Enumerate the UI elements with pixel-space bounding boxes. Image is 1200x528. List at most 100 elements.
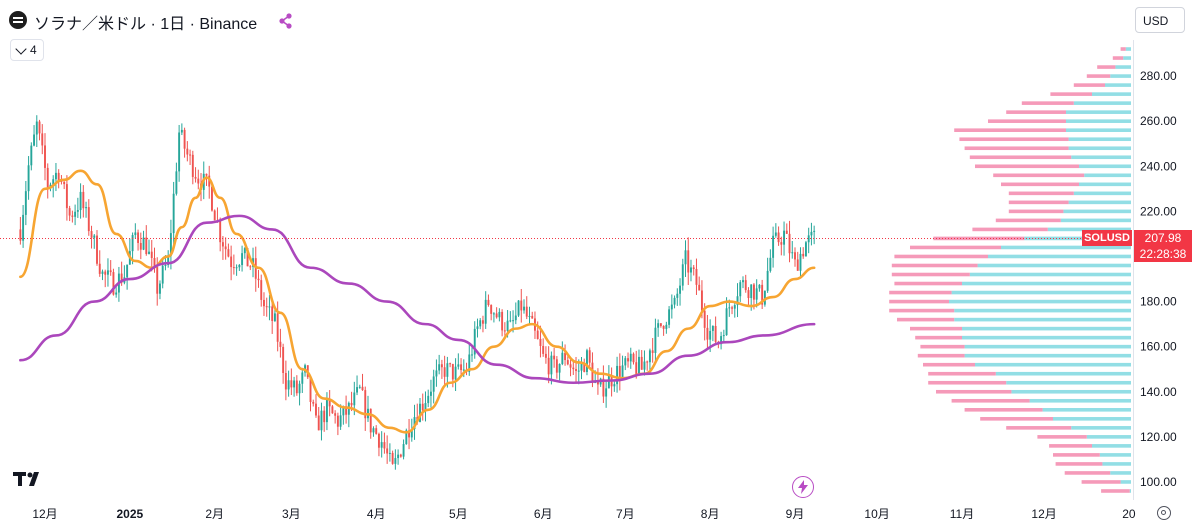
- candle-body: [356, 387, 359, 393]
- candle-body: [440, 364, 443, 368]
- last-price-value: 207.98: [1144, 231, 1182, 246]
- candle-body: [460, 364, 463, 371]
- candle-body: [134, 232, 137, 236]
- volume-profile-bar-down: [1073, 83, 1105, 87]
- symbol-title[interactable]: ソラナ／米ドル · 1日 · Binance: [34, 16, 258, 33]
- candle-body: [249, 266, 252, 268]
- moving-average-slow-line: [19, 214, 816, 385]
- time-tick-label: 2025: [117, 507, 144, 521]
- candle-body: [462, 369, 465, 371]
- time-axis[interactable]: 12月 2025 2月 3月 4月 5月 6月 7月 8月 9月 10月 11月 12月 20: [32, 507, 1136, 521]
- candle-body: [662, 326, 665, 329]
- candle-body: [57, 172, 60, 181]
- price-axis-separator: [1133, 40, 1134, 500]
- moving-average-fast-line: [19, 169, 816, 434]
- volume-profile-bar-down: [1006, 110, 1066, 114]
- tradingview-logo-icon[interactable]: [13, 470, 47, 488]
- candle-body: [525, 306, 528, 317]
- lightning-icon[interactable]: [792, 476, 814, 498]
- candle-body: [345, 406, 348, 415]
- candle-body: [544, 353, 547, 358]
- candle-body: [159, 283, 161, 294]
- candle-body: [106, 270, 109, 275]
- volume-profile-bar-down: [894, 254, 988, 259]
- candle-body: [361, 386, 364, 391]
- candle-body: [24, 191, 27, 215]
- candle-body: [596, 380, 599, 385]
- candle-body: [555, 359, 558, 373]
- volume-profile-bar-down: [928, 371, 996, 376]
- volume-profile-bar-down: [972, 227, 1048, 232]
- volume-profile-bar-down: [1008, 200, 1069, 205]
- candle-body: [219, 220, 222, 243]
- candle-body: [30, 145, 33, 166]
- candle-body: [813, 230, 816, 232]
- volume-profile-bar-up: [1073, 101, 1131, 105]
- candle-body: [654, 327, 657, 353]
- candle-body: [33, 134, 36, 146]
- candle-body: [298, 383, 301, 394]
- volume-profile-bar-down: [897, 317, 955, 322]
- candle-body: [665, 324, 668, 329]
- candle-body: [205, 173, 208, 176]
- candle-body: [273, 313, 276, 322]
- volume-profile-bar-down: [889, 290, 952, 295]
- candle-body: [638, 356, 640, 375]
- volume-profile-bar-up: [1102, 462, 1131, 466]
- candle-body: [802, 253, 805, 257]
- candle-body: [542, 345, 545, 354]
- candle-body: [670, 304, 673, 310]
- candle-body: [323, 410, 326, 423]
- settings-icon[interactable]: [1157, 506, 1171, 520]
- volume-profile-bar-up: [1066, 128, 1131, 132]
- price-tick-label: 280.00: [1140, 69, 1177, 83]
- candle-body: [435, 370, 438, 377]
- last-price-box: 207.98 22:28:38: [1134, 230, 1192, 263]
- candle-body: [369, 408, 372, 433]
- candle-body: [227, 249, 230, 257]
- price-tick-label: 140.00: [1140, 385, 1177, 399]
- time-tick-label: 4月: [367, 507, 386, 521]
- volume-profile-bar-down: [951, 398, 1030, 403]
- candle-body: [161, 265, 164, 284]
- candle-body: [238, 265, 241, 268]
- candle-body: [197, 178, 200, 184]
- candle-body: [79, 191, 82, 211]
- volume-profile-bar-up: [1099, 453, 1131, 457]
- time-tick-label: 12月: [1031, 507, 1056, 521]
- volume-profile-bar-down: [1055, 462, 1103, 466]
- indicators-toggle[interactable]: 4: [10, 39, 44, 61]
- candle-body: [690, 267, 692, 273]
- candle-body: [317, 415, 320, 431]
- candle-body: [213, 210, 216, 221]
- time-tick-label: 8月: [701, 507, 720, 521]
- candle-body: [520, 300, 523, 311]
- candle-body: [539, 338, 542, 346]
- price-tick-label: 260.00: [1140, 114, 1177, 128]
- candle-body: [700, 290, 703, 311]
- time-tick-label: 9月: [786, 507, 805, 521]
- candle-body: [438, 364, 441, 371]
- candle-body: [397, 454, 400, 459]
- candle-body: [605, 388, 608, 397]
- volume-profile-bar-up: [1086, 435, 1131, 439]
- candle-body: [640, 356, 643, 370]
- price-axis[interactable]: 100.00120.00140.00160.00180.00200.00220.…: [1140, 69, 1177, 489]
- volume-profile-bar-up: [1115, 65, 1131, 69]
- candle-body: [282, 346, 285, 374]
- share-icon[interactable]: [276, 11, 296, 31]
- volume-profile-bar-up: [1079, 182, 1131, 187]
- candle-body: [120, 273, 123, 283]
- candle-body: [506, 320, 509, 331]
- volume-profile-bar-down: [1064, 471, 1111, 475]
- volume-profile-bar-up: [962, 281, 1131, 286]
- volume-profile-bar-up: [1105, 83, 1131, 87]
- candle-body: [104, 271, 107, 275]
- volume-profile: [889, 47, 1131, 493]
- candle-body: [684, 250, 687, 265]
- candle-body: [243, 248, 246, 254]
- currency-selector[interactable]: USD: [1135, 7, 1185, 33]
- bar-countdown: 22:28:38: [1139, 247, 1187, 262]
- candle-body: [221, 242, 224, 247]
